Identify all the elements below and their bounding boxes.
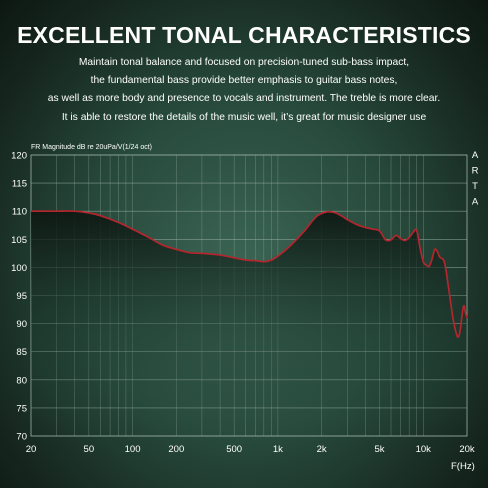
x-tick-label: 20k: [459, 444, 475, 455]
y-tick-label: 80: [16, 375, 27, 386]
description-line: Maintain tonal balance and focused on pr…: [78, 57, 410, 68]
x-tick-label: 2k: [317, 444, 327, 455]
x-tick-label: 10k: [416, 444, 432, 455]
y-tick-label: 115: [12, 179, 27, 190]
chart-title: FR Magnitude dB re 20uPa/V(1/24 oct): [31, 144, 152, 151]
description-line: as well as more body and presence to voc…: [47, 93, 441, 105]
response-area: [31, 211, 467, 436]
x-tick-label: 200: [168, 444, 184, 455]
side-label-letter: A: [472, 197, 479, 208]
x-tick-label: 50: [84, 444, 95, 455]
x-tick-label: 1k: [273, 444, 283, 455]
description-line: It is able to restore the details of the…: [61, 111, 427, 123]
y-tick-label: 90: [16, 319, 27, 330]
response-curve: [30, 210, 468, 339]
x-tick-label: 500: [226, 444, 242, 455]
y-tick-label: 110: [12, 207, 27, 218]
y-tick-label: 105: [11, 235, 27, 246]
description: Maintain tonal balance and focused on pr…: [0, 54, 488, 127]
y-tick-label: 75: [16, 403, 27, 414]
side-label-letter: T: [472, 181, 478, 192]
y-tick-label: 100: [11, 263, 27, 274]
x-tick-label: 5k: [374, 444, 384, 455]
x-axis-title: F(Hz): [451, 461, 475, 472]
x-tick-label: 20: [26, 444, 37, 455]
x-tick-label: 100: [125, 444, 141, 455]
y-tick-label: 85: [16, 347, 27, 358]
y-axis-labels: 120 115 110 105 100 95 90 85 80 75 70: [11, 151, 27, 443]
y-tick-label: 95: [16, 291, 27, 302]
y-tick-label: 70: [16, 432, 27, 443]
side-label-letter: R: [472, 166, 479, 177]
page-title: EXCELLENT TONAL CHARACTERISTICS: [17, 22, 471, 48]
side-label-letter: A: [472, 150, 479, 161]
frequency-response-chart: FR Magnitude dB re 20uPa/V(1/24 oct) 120…: [11, 144, 479, 472]
y-tick-label: 120: [11, 151, 27, 162]
x-axis-labels: 20 50 100 200 500 1k 2k 5k 10k 20k: [26, 444, 475, 455]
description-line: the fundamental bass provide better emph…: [90, 75, 398, 87]
